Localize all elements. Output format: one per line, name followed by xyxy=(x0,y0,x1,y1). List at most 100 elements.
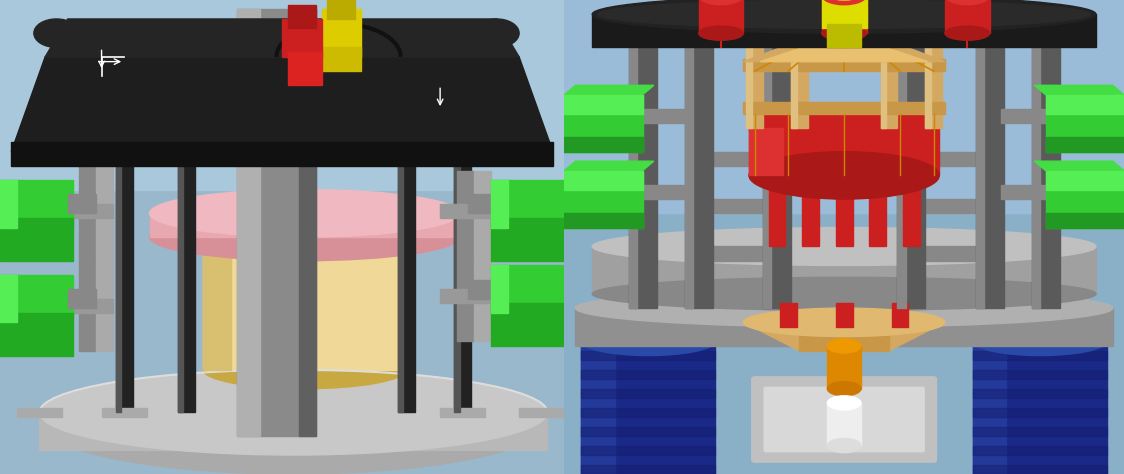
Bar xyxy=(880,43,897,128)
Ellipse shape xyxy=(743,308,945,337)
Ellipse shape xyxy=(699,26,743,40)
Bar xyxy=(1000,109,1045,123)
Bar xyxy=(891,303,908,327)
Bar xyxy=(780,303,797,327)
Bar xyxy=(973,341,1006,474)
Bar xyxy=(925,43,942,128)
Ellipse shape xyxy=(203,351,406,389)
Bar xyxy=(178,128,183,412)
Bar xyxy=(469,280,497,299)
Bar xyxy=(912,152,989,166)
Ellipse shape xyxy=(592,277,1096,310)
Bar xyxy=(398,128,404,412)
Bar xyxy=(699,152,777,166)
Bar xyxy=(0,313,73,356)
Bar xyxy=(454,128,471,412)
Bar xyxy=(827,403,861,446)
Bar xyxy=(519,408,564,417)
Bar xyxy=(0,275,73,322)
Ellipse shape xyxy=(149,213,460,261)
Bar xyxy=(0,275,17,322)
Ellipse shape xyxy=(945,0,989,5)
Bar xyxy=(973,465,1107,474)
Ellipse shape xyxy=(34,19,79,47)
Bar xyxy=(791,43,797,128)
Ellipse shape xyxy=(945,26,989,40)
Bar xyxy=(564,0,1124,213)
Bar xyxy=(973,427,1107,436)
Bar xyxy=(769,152,786,246)
Bar xyxy=(237,9,316,436)
Ellipse shape xyxy=(976,26,1004,40)
Bar xyxy=(96,256,112,351)
Bar xyxy=(699,0,743,33)
Bar xyxy=(763,33,771,308)
Bar xyxy=(564,95,643,152)
Bar xyxy=(149,213,460,237)
Bar xyxy=(178,128,194,412)
Bar xyxy=(592,246,1096,294)
Bar xyxy=(288,5,316,28)
Bar xyxy=(491,303,564,346)
Bar xyxy=(897,33,925,308)
Bar xyxy=(0,0,564,190)
Polygon shape xyxy=(743,24,945,62)
Bar xyxy=(803,152,819,246)
Bar xyxy=(1045,171,1124,190)
Bar xyxy=(822,0,867,28)
Ellipse shape xyxy=(749,152,940,199)
Bar xyxy=(628,33,637,308)
FancyBboxPatch shape xyxy=(764,387,924,452)
Ellipse shape xyxy=(1032,26,1060,40)
Bar xyxy=(564,171,643,190)
Bar xyxy=(491,180,508,228)
Ellipse shape xyxy=(598,0,1090,28)
Bar xyxy=(746,43,763,128)
Ellipse shape xyxy=(628,26,656,40)
Bar xyxy=(454,128,460,412)
Bar xyxy=(321,47,361,71)
Ellipse shape xyxy=(39,370,547,474)
Bar xyxy=(28,204,112,218)
Ellipse shape xyxy=(474,19,519,47)
Bar xyxy=(869,152,886,246)
Bar xyxy=(903,152,919,246)
Bar xyxy=(116,128,121,412)
Bar xyxy=(203,237,232,370)
Bar xyxy=(1045,213,1124,228)
Bar xyxy=(791,43,808,128)
Bar xyxy=(699,246,777,261)
Bar xyxy=(441,204,508,218)
Ellipse shape xyxy=(827,382,861,396)
Bar xyxy=(581,351,715,360)
Ellipse shape xyxy=(575,289,1113,327)
Bar xyxy=(581,389,715,398)
Bar xyxy=(749,128,782,175)
Bar xyxy=(288,52,321,85)
Bar xyxy=(491,180,564,228)
Bar xyxy=(973,446,1107,455)
Bar xyxy=(398,128,415,412)
Bar xyxy=(79,256,96,351)
Bar xyxy=(746,43,752,128)
Bar xyxy=(237,9,260,436)
Bar xyxy=(203,237,406,370)
Bar xyxy=(564,213,643,228)
Bar xyxy=(685,33,694,308)
Polygon shape xyxy=(11,57,553,152)
Bar xyxy=(912,199,989,213)
Bar xyxy=(581,408,715,417)
Bar xyxy=(0,180,17,228)
Polygon shape xyxy=(564,85,654,95)
Bar xyxy=(0,218,73,261)
Bar xyxy=(474,171,491,256)
Bar xyxy=(1045,95,1124,152)
Bar xyxy=(581,427,715,436)
FancyBboxPatch shape xyxy=(752,377,936,462)
Bar xyxy=(973,351,1107,360)
Bar xyxy=(101,408,147,417)
Bar xyxy=(575,308,1113,346)
Polygon shape xyxy=(1034,85,1124,95)
Bar xyxy=(973,389,1107,398)
Bar xyxy=(945,0,989,33)
